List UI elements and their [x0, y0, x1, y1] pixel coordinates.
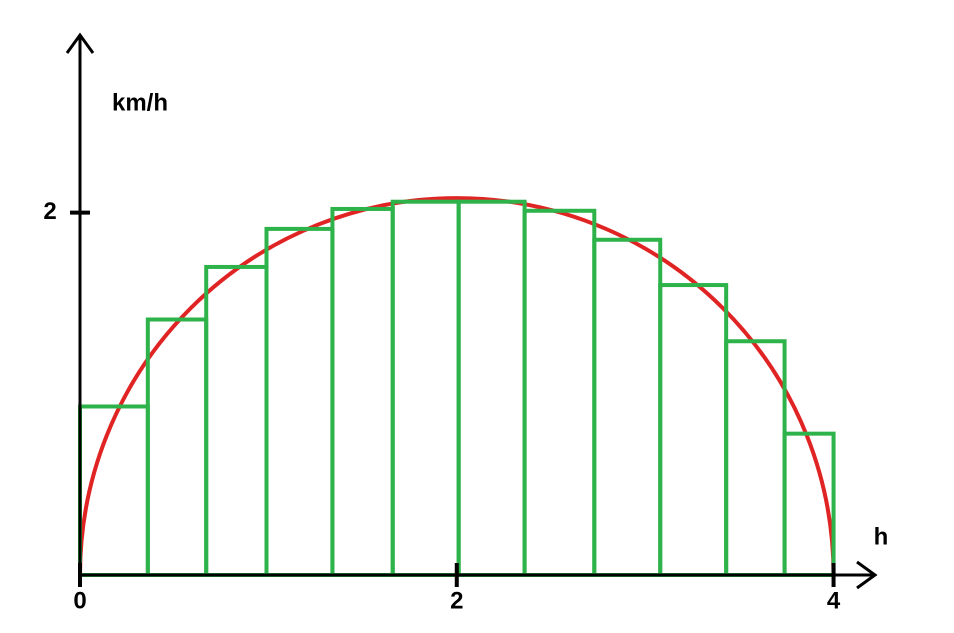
- bar: [204, 264, 269, 577]
- x-axis-arrow: [856, 560, 878, 590]
- x-tick-label: 2: [450, 587, 463, 614]
- bar: [264, 226, 335, 578]
- x-tick-label: 0: [73, 587, 86, 614]
- curve: [78, 196, 836, 576]
- y-axis-label: km/h: [112, 89, 168, 116]
- y-tick-label: 2: [43, 198, 56, 225]
- bar: [592, 237, 663, 577]
- bar: [145, 317, 209, 577]
- bar: [658, 283, 729, 577]
- x-axis-label: h: [874, 523, 889, 550]
- bar: [522, 208, 597, 577]
- x-tick-label: 4: [827, 587, 841, 614]
- bar: [330, 206, 395, 578]
- bar: [456, 199, 527, 578]
- bar: [390, 199, 461, 578]
- y-axis-arrow: [65, 32, 95, 54]
